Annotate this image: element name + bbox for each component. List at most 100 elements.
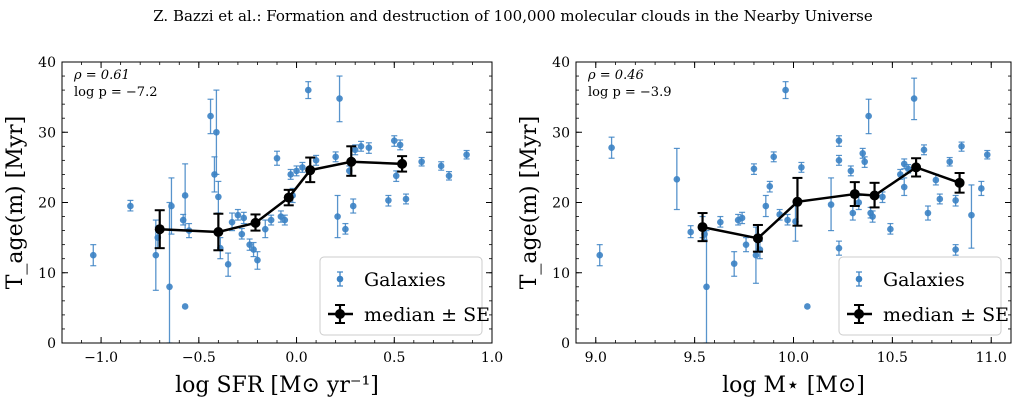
y-tick-label: 20 — [38, 196, 56, 212]
x-tick-label: −1.0 — [84, 350, 118, 366]
x-tick-label: 0.0 — [285, 350, 307, 366]
galaxy-point — [673, 176, 681, 183]
x-axis-label: log M⋆ [M⊙] — [722, 373, 865, 398]
y-tick-label: 30 — [552, 125, 570, 141]
galaxy-point — [213, 128, 220, 136]
galaxy-point — [730, 260, 738, 267]
plot-area — [596, 77, 991, 343]
galaxy-point — [742, 241, 750, 248]
legend-galaxy-marker — [336, 275, 344, 283]
y-axis-label: T_age(m) [Myr] — [517, 116, 542, 290]
galaxy-point — [273, 154, 281, 162]
galaxy-point — [224, 261, 232, 268]
galaxy-point — [293, 167, 300, 175]
legend-median-marker — [854, 309, 864, 319]
galaxy-point — [351, 146, 359, 154]
x-tick-label: 1.0 — [481, 350, 503, 366]
galaxy-point — [983, 151, 991, 159]
legend-label-median: median ± SE — [883, 304, 1009, 326]
galaxy-point — [952, 246, 959, 253]
galaxy-point — [228, 218, 236, 226]
median-point — [283, 192, 294, 203]
galaxy-point — [240, 214, 248, 222]
galaxy-point — [770, 153, 778, 161]
legend-box — [319, 256, 483, 336]
x-tick-label: 9.5 — [684, 350, 706, 366]
legend-median-marker — [335, 309, 345, 319]
galaxy-point — [304, 86, 312, 94]
galaxy-point — [946, 158, 954, 166]
galaxy-point — [924, 209, 932, 217]
galaxy-point — [847, 167, 855, 175]
legend-label-median: median ± SE — [364, 304, 490, 326]
galaxy-point — [234, 211, 242, 219]
galaxy-point — [396, 141, 404, 149]
galaxy-point — [835, 157, 843, 164]
galaxy-point — [437, 162, 445, 170]
chart-left-sfr: −1.0 −0.5 0.0 0.5 1.0 0 10 20 30 40 ρ = 0.61 log p … — [3, 55, 503, 398]
median-point — [697, 222, 708, 233]
median-point — [397, 158, 408, 169]
galaxy-point — [849, 209, 857, 217]
galaxy-point — [365, 144, 373, 152]
galaxy-point — [859, 150, 867, 157]
galaxy-point — [608, 144, 615, 152]
median-point — [849, 189, 860, 200]
galaxy-point — [703, 283, 710, 291]
galaxy-point — [281, 216, 289, 224]
galaxy-point — [181, 303, 189, 310]
galaxy-point — [762, 202, 770, 210]
galaxy-point — [287, 171, 294, 178]
galaxy-point — [299, 164, 306, 171]
galaxy-point — [152, 251, 160, 259]
galaxy-point — [784, 216, 791, 224]
median-point — [305, 165, 316, 176]
x-tick-label: 9.0 — [585, 350, 607, 366]
galaxy-point — [390, 137, 398, 144]
galaxy-point — [855, 199, 863, 206]
galaxy-point — [418, 158, 425, 166]
galaxy-point — [596, 251, 604, 259]
galaxy-point — [215, 193, 222, 201]
galaxy-point — [89, 251, 97, 259]
galaxy-point — [920, 146, 928, 154]
galaxy-point — [342, 225, 349, 233]
plot-area — [89, 75, 470, 343]
galaxy-point — [402, 195, 410, 203]
galaxy-point — [717, 218, 724, 226]
y-tick-label: 10 — [38, 266, 56, 282]
galaxy-point — [254, 256, 261, 264]
x-tick-label: 0.5 — [383, 350, 405, 366]
median-point — [954, 177, 965, 188]
y-tick-label: 0 — [561, 336, 570, 352]
median-point — [213, 227, 224, 238]
galaxy-point — [168, 202, 175, 210]
legend-label-galaxies: Galaxies — [883, 269, 965, 291]
galaxy-point — [127, 202, 134, 210]
galaxy-point — [334, 213, 341, 220]
galaxy-point — [166, 283, 173, 291]
galaxy-point — [463, 151, 470, 159]
galaxy-point — [879, 193, 886, 201]
x-tick-label: −0.5 — [182, 350, 216, 366]
legend: Galaxies median ± SE — [319, 256, 490, 336]
galaxy-point — [738, 214, 746, 222]
legend-box — [838, 256, 1002, 336]
legend-label-galaxies: Galaxies — [364, 269, 446, 291]
galaxy-point — [238, 230, 246, 238]
galaxy-point — [332, 153, 339, 161]
galaxy-point — [207, 112, 214, 120]
galaxy-point — [181, 192, 189, 199]
x-axis-label: log SFR [M⊙ yr⁻¹] — [175, 373, 379, 398]
annotation-p: log p = −3.9 — [588, 85, 671, 100]
galaxy-point — [336, 95, 343, 102]
annotation-rho: ρ = 0.46 — [587, 68, 644, 83]
galaxy-point — [782, 86, 789, 94]
galaxy-point — [179, 216, 187, 224]
x-tick-label: 10.0 — [778, 350, 809, 366]
galaxy-point — [865, 112, 872, 120]
galaxy-point — [887, 225, 894, 233]
median-point — [752, 233, 763, 244]
galaxy-point — [392, 172, 400, 180]
